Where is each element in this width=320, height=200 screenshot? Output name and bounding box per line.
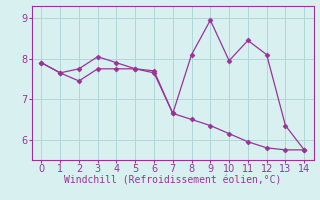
X-axis label: Windchill (Refroidissement éolien,°C): Windchill (Refroidissement éolien,°C) <box>64 176 282 186</box>
